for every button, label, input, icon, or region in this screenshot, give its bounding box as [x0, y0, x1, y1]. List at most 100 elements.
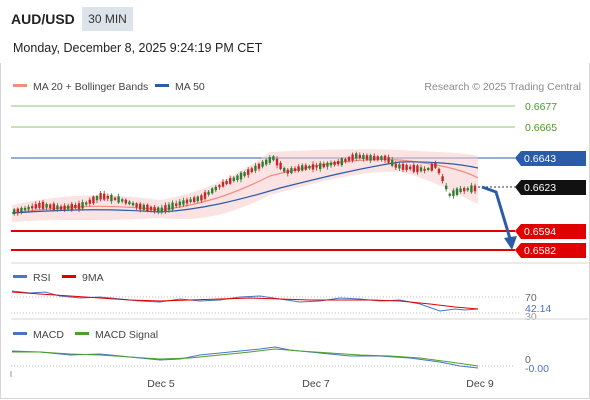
- candle-body: [358, 154, 361, 159]
- candle-body: [67, 205, 70, 210]
- candle-body: [265, 159, 268, 165]
- candle-body: [409, 166, 412, 170]
- candle-body: [175, 203, 178, 206]
- candle-body: [27, 206, 30, 210]
- timeframe-badge[interactable]: 30 MIN: [82, 7, 133, 31]
- candle-body: [466, 188, 469, 191]
- macd-zero-label: 0: [525, 354, 531, 366]
- candle-body: [362, 154, 365, 160]
- candle-body: [49, 204, 52, 209]
- candle-body: [221, 181, 225, 187]
- candle-body: [434, 162, 437, 168]
- candle-body: [279, 162, 282, 170]
- candle-body: [297, 166, 300, 171]
- rsi-30-label: 30: [525, 311, 537, 323]
- ma50-line: [11, 161, 479, 214]
- candle-body: [160, 207, 163, 213]
- candle-body: [398, 164, 401, 169]
- candle-body: [171, 202, 174, 210]
- candle-body: [351, 154, 354, 161]
- rsi-value-label: 42.14: [525, 303, 551, 315]
- candle-body: [391, 159, 394, 166]
- candle-body: [304, 165, 307, 170]
- candle-body: [437, 168, 441, 174]
- candle-body: [193, 197, 196, 203]
- candle-body: [373, 155, 376, 161]
- candle-body: [293, 168, 297, 172]
- candle-body: [106, 195, 109, 199]
- level-label-0.6582: 0.6582: [524, 245, 556, 257]
- candle-body: [103, 193, 106, 200]
- candle-body: [59, 206, 63, 210]
- candle-body: [142, 204, 145, 210]
- candle-body: [448, 193, 451, 196]
- candle-body: [229, 178, 232, 184]
- level-label-0.6665: 0.6665: [525, 122, 557, 134]
- candle-body: [419, 167, 423, 172]
- candle-body: [301, 165, 304, 171]
- candle-body: [149, 206, 153, 211]
- candle-body: [247, 169, 250, 175]
- candle-body: [355, 153, 358, 159]
- candle-body: [376, 156, 379, 160]
- candle-body: [337, 160, 340, 165]
- macd-signal-line: [12, 348, 479, 367]
- candle-body: [23, 207, 27, 211]
- candle-body: [383, 155, 387, 161]
- candle-body: [272, 156, 275, 161]
- candle-body: [178, 201, 181, 206]
- candle-body: [16, 208, 19, 214]
- candle-body: [250, 168, 253, 173]
- candle-body: [77, 203, 81, 210]
- candle-body: [139, 203, 142, 210]
- level-tag-0.6594: [515, 224, 586, 239]
- macd-value-label: -0.00: [525, 363, 549, 375]
- candle-body: [85, 202, 88, 205]
- candle-body: [52, 203, 55, 211]
- candle-body: [344, 158, 347, 162]
- candle-body: [430, 163, 433, 171]
- macd-legend-label: MACD: [33, 329, 64, 341]
- candle-body: [121, 199, 124, 202]
- level-label-0.6594: 0.6594: [524, 226, 556, 238]
- macd-legend-swatch: [13, 332, 27, 335]
- candle-body: [326, 162, 329, 167]
- candle-body: [308, 165, 311, 169]
- candle-body: [189, 199, 192, 203]
- candle-body: [261, 161, 264, 167]
- macd-signal-legend-label: MACD Signal: [95, 329, 158, 341]
- candle-body: [283, 167, 286, 172]
- candle-body: [319, 163, 322, 169]
- candle-body: [211, 188, 214, 194]
- level-label-0.6643: 0.6643: [524, 153, 556, 165]
- candle-body: [423, 168, 426, 171]
- candle-body: [254, 165, 257, 171]
- candle-body: [225, 181, 228, 185]
- candle-body: [110, 194, 113, 202]
- level-label-0.6677: 0.6677: [525, 101, 557, 113]
- candle-body: [405, 164, 408, 170]
- candle-body: [441, 176, 444, 182]
- candle-body: [117, 196, 120, 203]
- candle-body: [128, 201, 131, 205]
- candle-body: [445, 185, 448, 190]
- candle-body: [365, 155, 369, 160]
- candle-body: [243, 172, 246, 177]
- candle-body: [70, 203, 73, 211]
- candle-body: [185, 199, 189, 204]
- x-axis-label-dec7: Dec 7: [302, 378, 330, 390]
- rsi-legend-swatch: [13, 275, 27, 278]
- candle-body: [167, 204, 171, 211]
- candle-body: [416, 165, 419, 173]
- candle-body: [157, 207, 160, 212]
- candle-body: [31, 206, 34, 209]
- candle-body: [333, 161, 336, 165]
- rsi-ma-legend-swatch: [62, 275, 76, 278]
- candlesticks: [13, 151, 477, 216]
- candle-body: [311, 164, 315, 170]
- candle-body: [41, 201, 45, 209]
- ma20-legend-label: MA 20 + Bollinger Bands: [33, 81, 148, 93]
- candle-body: [401, 163, 405, 170]
- candle-body: [196, 196, 199, 202]
- candle-body: [380, 156, 383, 160]
